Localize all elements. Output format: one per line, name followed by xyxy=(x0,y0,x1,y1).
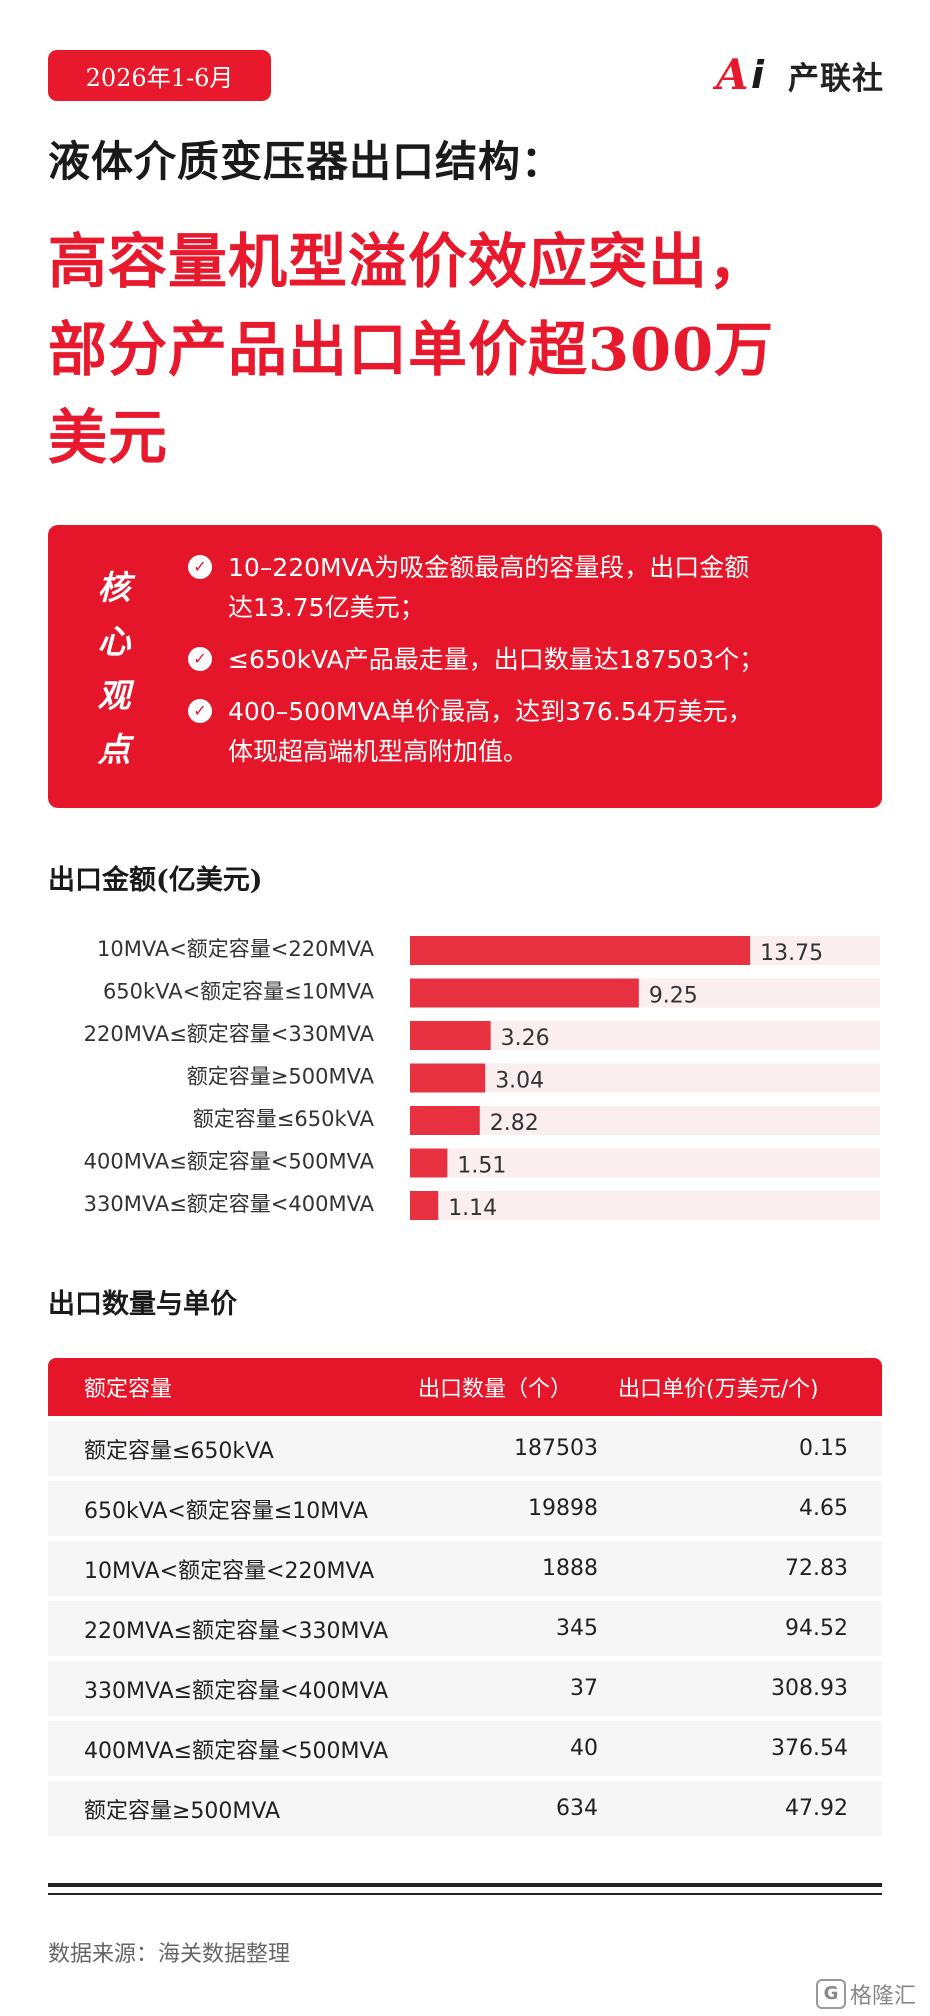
gelonghui-logo-icon: G xyxy=(815,1979,846,2009)
data-source: 数据来源：海关数据整理 xyxy=(48,1942,291,1967)
bar-track xyxy=(410,1191,880,1220)
key-point-text: 体现超高端机型高附加值。 xyxy=(228,737,529,766)
bar-track xyxy=(410,1148,880,1178)
category-label: 10MVA<额定容量<220MVA xyxy=(97,937,375,961)
category-label: 650kVA<额定容量≤10MVA xyxy=(103,980,375,1004)
cell-quantity: 634 xyxy=(556,1796,598,1821)
table-row: 400MVA≤额定容量<500MVA 40 376.54 xyxy=(48,1721,882,1776)
key-point-text: 达13.75亿美元； xyxy=(228,593,425,622)
cell-quantity: 1888 xyxy=(542,1556,598,1581)
bar xyxy=(410,936,751,965)
key-label-char: 观 xyxy=(97,676,131,715)
cell-quantity: 187503 xyxy=(514,1436,598,1461)
export-value-bar-chart: 10MVA<额定容量<220MVA 13.75 650kVA<额定容量≤10MVA 9… xyxy=(84,936,880,1221)
bar xyxy=(410,1021,491,1050)
cell-quantity: 19898 xyxy=(528,1496,598,1521)
value-label: 1.51 xyxy=(457,1154,506,1179)
bar xyxy=(410,1106,480,1135)
header-unit-price: 出口单价(万美元/个) xyxy=(618,1377,819,1402)
bar xyxy=(410,1148,448,1178)
key-points-label: 核 心 观 点 xyxy=(86,561,142,777)
footer-rule xyxy=(48,1893,882,1895)
value-label: 13.75 xyxy=(760,941,823,966)
key-points-box: 核 心 观 点 ✓ 10–220MVA为吸金额最高的容量段，出口金额 达13.7… xyxy=(48,525,882,808)
key-label-char: 点 xyxy=(97,730,131,769)
cell-capacity: 400MVA≤额定容量<500MVA xyxy=(84,1738,389,1764)
table-row: 650kVA<额定容量≤10MVA 19898 4.65 xyxy=(48,1481,882,1536)
chart-title: 出口金额(亿美元) xyxy=(48,865,263,896)
page-subtitle: 液体介质变压器出口结构： xyxy=(48,137,565,186)
bar-track xyxy=(410,1063,880,1093)
corner-text: 格隆汇 xyxy=(849,1984,916,2009)
cell-capacity: 220MVA≤额定容量<330MVA xyxy=(84,1618,389,1644)
header-quantity: 出口数量（个） xyxy=(418,1377,573,1402)
key-point: ✓ 10–220MVA为吸金额最高的容量段，出口金额 达13.75亿美元； xyxy=(188,548,858,628)
table-row: 220MVA≤额定容量<330MVA 345 94.52 xyxy=(48,1601,882,1656)
key-point-text: ≤650kVA产品最走量，出口数量达187503个； xyxy=(228,645,765,674)
value-label: 3.26 xyxy=(501,1026,550,1051)
table-row: 10MVA<额定容量<220MVA 1888 72.83 xyxy=(48,1541,882,1596)
key-point: ✓ 400–500MVA单价最高，达到376.54万美元， 体现超高端机型高附加… xyxy=(188,692,858,772)
category-label: 400MVA≤额定容量<500MVA xyxy=(84,1150,375,1174)
date-badge: 2026年1-6月 xyxy=(48,50,271,101)
table-row: 额定容量≤650kVA 187503 0.15 xyxy=(48,1421,882,1476)
key-point: ✓ ≤650kVA产品最走量，出口数量达187503个； xyxy=(188,640,858,680)
cell-capacity: 10MVA<额定容量<220MVA xyxy=(84,1558,375,1584)
cell-unit-price: 4.65 xyxy=(799,1496,848,1521)
category-label: 额定容量≥500MVA xyxy=(187,1065,375,1089)
table-header: 额定容量 出口数量（个） 出口单价(万美元/个) xyxy=(48,1358,882,1416)
value-label: 9.25 xyxy=(649,984,698,1009)
bar xyxy=(410,978,639,1008)
category-label: 220MVA≤额定容量<330MVA xyxy=(84,1022,375,1046)
cell-unit-price: 308.93 xyxy=(771,1676,848,1701)
cell-capacity: 额定容量≥500MVA xyxy=(84,1798,281,1824)
headline-line: 高容量机型溢价效应突出， xyxy=(48,227,769,296)
category-label: 330MVA≤额定容量<400MVA xyxy=(84,1192,375,1216)
check-circle-icon: ✓ xyxy=(188,647,212,671)
corner-watermark: G 格隆汇 xyxy=(815,1978,916,2010)
table-row: 330MVA≤额定容量<400MVA 37 308.93 xyxy=(48,1661,882,1716)
key-label-char: 心 xyxy=(97,622,131,661)
check-circle-icon: ✓ xyxy=(188,699,212,723)
headline-line: 部分产品出口单价超300万 xyxy=(48,315,775,384)
cell-capacity: 额定容量≤650kVA xyxy=(84,1438,274,1464)
cell-unit-price: 0.15 xyxy=(799,1436,848,1461)
footer-rule xyxy=(48,1883,882,1887)
logo-text: 产联社 xyxy=(788,60,884,97)
cell-quantity: 37 xyxy=(570,1676,598,1701)
cell-unit-price: 376.54 xyxy=(771,1736,848,1761)
cell-capacity: 650kVA<额定容量≤10MVA xyxy=(84,1498,368,1524)
cell-quantity: 345 xyxy=(556,1616,598,1641)
cell-capacity: 330MVA≤额定容量<400MVA xyxy=(84,1678,389,1704)
page-headline: 高容量机型溢价效应突出， 部分产品出口单价超300万 美元 xyxy=(48,218,898,482)
value-label: 2.82 xyxy=(490,1111,539,1136)
key-label-char: 核 xyxy=(97,568,131,607)
key-point-text: 10–220MVA为吸金额最高的容量段，出口金额 xyxy=(228,553,750,582)
header-capacity: 额定容量 xyxy=(84,1377,173,1402)
value-label: 1.14 xyxy=(448,1196,497,1221)
table-row: 额定容量≥500MVA 634 47.92 xyxy=(48,1781,882,1836)
value-label: 3.04 xyxy=(495,1069,544,1094)
bar xyxy=(410,1063,486,1093)
headline-line: 美元 xyxy=(48,403,169,472)
export-table: 额定容量 出口数量（个） 出口单价(万美元/个) 额定容量≤650kVA 187… xyxy=(48,1358,882,1836)
table-title: 出口数量与单价 xyxy=(48,1289,237,1320)
bar xyxy=(410,1191,439,1220)
cell-unit-price: 94.52 xyxy=(785,1616,848,1641)
cell-quantity: 40 xyxy=(570,1736,598,1761)
bar-track xyxy=(410,1106,880,1135)
cell-unit-price: 72.83 xyxy=(785,1556,848,1581)
check-circle-icon: ✓ xyxy=(188,555,212,579)
key-points-list: ✓ 10–220MVA为吸金额最高的容量段，出口金额 达13.75亿美元； ✓ … xyxy=(188,548,858,784)
category-label: 额定容量≤650kVA xyxy=(193,1107,375,1131)
cell-unit-price: 47.92 xyxy=(785,1796,848,1821)
key-point-text: 400–500MVA单价最高，达到376.54万美元， xyxy=(228,697,753,726)
